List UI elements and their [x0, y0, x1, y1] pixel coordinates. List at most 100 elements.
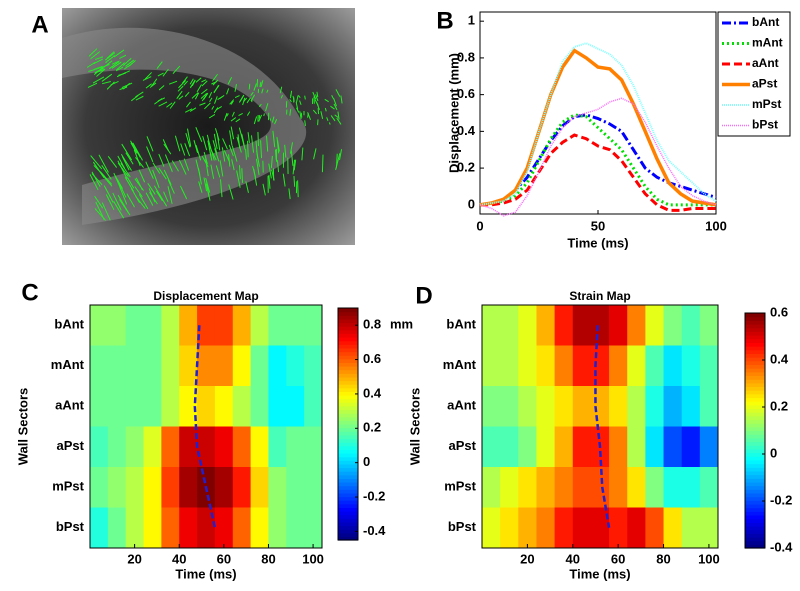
colorbar-step — [338, 384, 358, 389]
motion-vector — [253, 169, 258, 186]
colorbar-tick-label: 0.6 — [770, 304, 788, 319]
heat-cell — [214, 345, 234, 387]
motion-vector — [315, 94, 319, 102]
motion-vector — [126, 193, 135, 208]
colorbar-step — [338, 311, 358, 316]
heat-cell — [554, 467, 574, 508]
motion-vector — [178, 95, 184, 100]
motion-vector — [106, 81, 115, 90]
motion-vector — [220, 179, 223, 198]
motion-vector — [92, 76, 105, 84]
motion-vector — [103, 60, 113, 68]
x-axis-label: Time (ms) — [567, 235, 628, 250]
motion-vector — [185, 133, 191, 148]
motion-vector — [121, 156, 130, 171]
motion-vector — [177, 85, 184, 92]
heat-cell — [590, 305, 610, 346]
heat-cell — [143, 386, 162, 427]
motion-vector — [96, 68, 106, 77]
colorbar-step — [338, 485, 358, 490]
heat-cell — [681, 345, 701, 387]
heat-cell — [125, 426, 145, 468]
motion-vector — [335, 89, 341, 97]
motion-vector — [87, 82, 98, 88]
motion-vector — [189, 78, 194, 85]
motion-vector — [234, 95, 240, 99]
colorbar-step — [338, 474, 358, 479]
colorbar-step — [338, 409, 358, 414]
colorbar-tick-label: -0.2 — [770, 492, 792, 507]
heat-cell — [214, 305, 234, 346]
colorbar-step — [745, 459, 765, 465]
motion-vector — [157, 72, 164, 77]
motion-vector — [324, 98, 329, 103]
motion-vector — [126, 177, 135, 189]
motion-vector — [105, 52, 116, 61]
heat-cell — [681, 426, 701, 468]
motion-vector — [213, 107, 219, 114]
x-tick-label: 100 — [302, 551, 324, 566]
heat-cell — [143, 507, 162, 549]
motion-vector — [238, 94, 245, 103]
motion-vector — [328, 122, 331, 125]
motion-vector — [229, 99, 235, 105]
colorbar-step — [338, 369, 358, 374]
heat-cell — [107, 386, 127, 427]
heat-cell — [572, 305, 592, 346]
motion-vector — [120, 154, 132, 171]
motion-vector — [125, 152, 134, 165]
motion-vector — [90, 51, 101, 60]
series-line — [479, 48, 717, 207]
heat-cell — [681, 507, 701, 549]
colorbar-step — [745, 335, 765, 340]
motion-vector — [203, 92, 209, 100]
motion-vector — [151, 78, 158, 87]
motion-vector — [289, 142, 294, 154]
heat-cell — [609, 345, 628, 387]
heat-cell — [482, 386, 501, 427]
heat-cell — [268, 507, 287, 549]
colorbar-step — [745, 430, 765, 435]
y-tick-label: mPst — [52, 479, 84, 494]
motion-vector — [290, 90, 293, 99]
heat-cell — [500, 305, 519, 346]
motion-vector — [164, 154, 173, 173]
heat-cell — [268, 305, 287, 346]
motion-vector — [304, 120, 306, 126]
colorbar-step — [745, 522, 765, 527]
motion-vector — [201, 156, 209, 168]
motion-vector — [228, 154, 231, 167]
motion-vector — [106, 51, 115, 59]
legend-label: bAnt — [752, 15, 779, 29]
motion-vector — [211, 73, 218, 82]
heat-cell — [179, 467, 198, 508]
heat-cell — [197, 386, 216, 427]
motion-vector — [94, 195, 104, 209]
colorbar-step — [338, 460, 358, 465]
colorbar-step — [338, 358, 358, 363]
motion-vector — [301, 147, 304, 161]
y-tick-label: bAnt — [54, 317, 84, 332]
y-tick-label: bPst — [448, 519, 477, 534]
motion-vector — [156, 61, 163, 69]
colorbar-step — [745, 489, 765, 494]
motion-vector — [142, 76, 152, 81]
heat-cell — [107, 345, 127, 387]
heat-cell — [699, 467, 719, 508]
colorbar-tick-label: -0.4 — [770, 539, 793, 554]
colorbar-tick-label: -0.4 — [363, 523, 386, 538]
heat-cell — [627, 386, 646, 427]
motion-vector — [226, 88, 230, 95]
motion-vector — [312, 91, 317, 100]
motion-vector — [138, 169, 146, 183]
motion-vector — [135, 196, 146, 209]
motion-vector — [101, 202, 111, 221]
motion-vector — [246, 97, 251, 104]
heat-cell — [125, 386, 145, 427]
x-tick-label: 20 — [127, 551, 141, 566]
heat-cell — [663, 426, 683, 468]
motion-vector — [258, 103, 262, 108]
heat-cell — [518, 345, 537, 387]
motion-vector — [214, 96, 218, 104]
colorbar-step — [745, 397, 765, 402]
